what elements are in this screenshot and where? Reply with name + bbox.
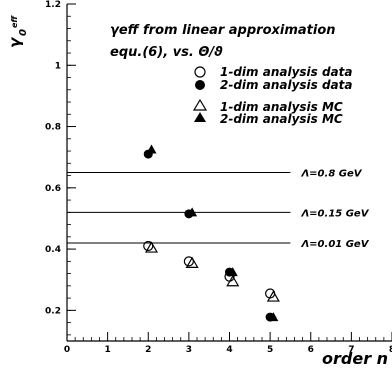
x-tick-label: 1 bbox=[104, 345, 110, 355]
reference-line-label: Λ=0.15 GeV bbox=[300, 208, 369, 219]
data-point-filled-triangle bbox=[187, 207, 198, 217]
reference-line-label: Λ=0.01 GeV bbox=[300, 239, 369, 250]
data-point-open-circle bbox=[143, 240, 154, 252]
x-tick-label: 0 bbox=[64, 345, 70, 355]
y-tick-label: 0.8 bbox=[45, 123, 61, 133]
y-axis-title-main: γ bbox=[6, 36, 24, 48]
y-axis-title: γ 0 eff bbox=[6, 15, 29, 48]
legend: 1-dim analysis data 2-dim analysis data … bbox=[192, 65, 353, 126]
data-point-open-triangle bbox=[185, 256, 199, 268]
x-tick-label: 8 bbox=[389, 345, 392, 355]
data-point-open-circle bbox=[183, 256, 194, 267]
legend-marker-filled-circle bbox=[195, 80, 205, 90]
x-tick-label: 5 bbox=[267, 345, 273, 355]
y-axis-title-sup: eff bbox=[10, 15, 19, 28]
legend-label: 2-dim analysis data bbox=[220, 78, 353, 92]
y-tick-label: 1 bbox=[55, 61, 61, 71]
legend-label: 1-dim analysis MC bbox=[220, 100, 343, 114]
data-point-open-triangle bbox=[226, 275, 240, 287]
x-tick-label: 7 bbox=[348, 345, 354, 355]
y-tick-label: 0.2 bbox=[45, 306, 61, 316]
y-tick-label: 0.6 bbox=[45, 184, 61, 194]
y-axis-title-sub: 0 bbox=[18, 29, 29, 36]
axes: 0.2 0.4 0.6 0.8 1 1.2 0 1 2 3 4 5 6 7 8 bbox=[45, 0, 392, 355]
x-tick-label: 2 bbox=[145, 345, 151, 355]
x-tick-label: 6 bbox=[308, 345, 314, 355]
legend-marker-filled-triangle bbox=[194, 112, 206, 122]
data-point-open-triangle bbox=[266, 290, 280, 302]
legend-marker-open-triangle bbox=[192, 98, 208, 111]
annotation-line-2: equ.(6), vs. Θ/ϑ bbox=[110, 45, 223, 60]
data-point-filled-triangle bbox=[227, 267, 238, 277]
data-point-open-triangle bbox=[144, 241, 159, 253]
y-tick-label: 0.4 bbox=[45, 245, 61, 255]
data-points bbox=[143, 144, 280, 322]
x-tick-label: 4 bbox=[226, 345, 232, 355]
legend-label: 2-dim analysis MC bbox=[220, 112, 343, 126]
data-point-filled-triangle bbox=[268, 312, 279, 322]
x-tick-label: 3 bbox=[186, 345, 192, 355]
data-point-filled-triangle bbox=[146, 144, 157, 154]
legend-label: 1-dim analysis data bbox=[220, 65, 353, 79]
x-axis-title: order n bbox=[322, 349, 388, 368]
annotation-line-1: γeff from linear approximation bbox=[110, 23, 336, 38]
reference-lines: Λ=0.8 GeV Λ=0.15 GeV Λ=0.01 GeV bbox=[67, 169, 370, 250]
y-tick-label: 1.2 bbox=[45, 0, 61, 10]
legend-marker-open-circle bbox=[194, 66, 206, 78]
reference-line-label: Λ=0.8 GeV bbox=[300, 169, 362, 180]
